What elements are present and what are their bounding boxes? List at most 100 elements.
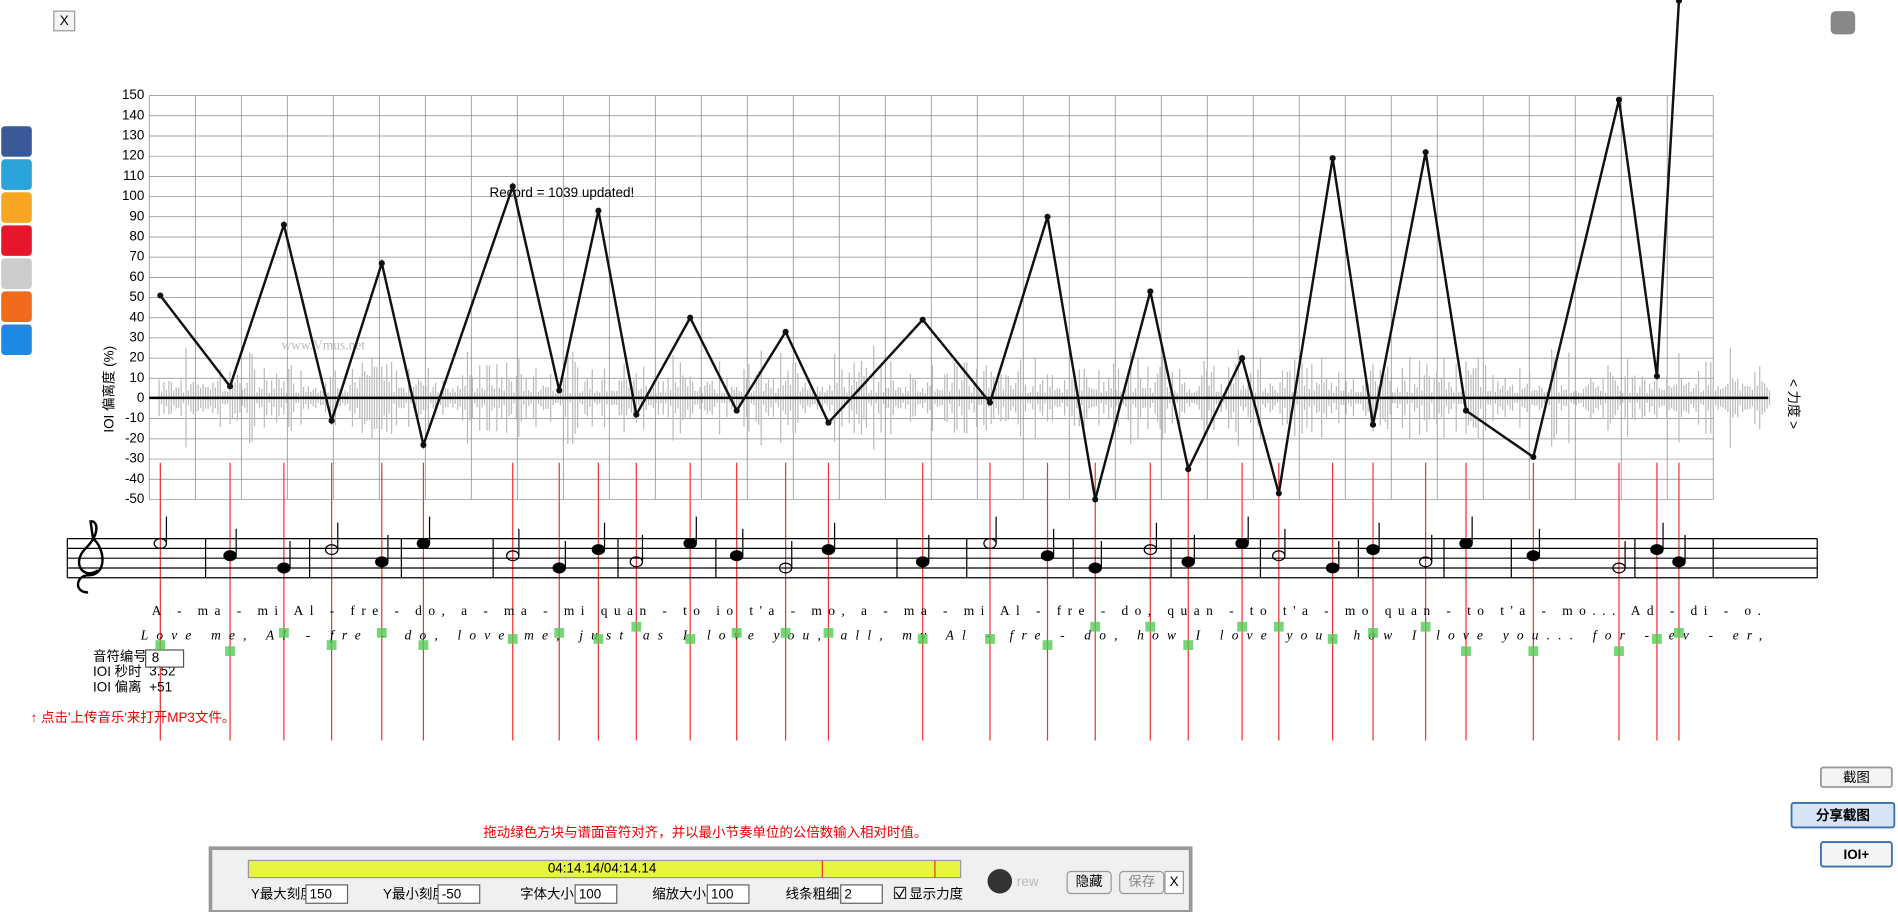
field-input[interactable] [840,884,883,904]
share-icon[interactable] [1,126,32,157]
timeline[interactable] [247,859,962,879]
note-head [1650,544,1664,556]
align-handle[interactable] [279,627,289,638]
note-head [1040,550,1055,562]
record-note: Record = 1039 updated! [489,185,634,200]
ioi-point [1275,490,1282,497]
y-tick-label: 10 [129,370,144,385]
field-label: 缩放大小 [652,886,706,901]
align-handle[interactable] [780,627,791,638]
close-button[interactable] [53,10,76,32]
align-handle[interactable] [507,634,518,644]
align-handle[interactable] [1183,640,1194,650]
share-icon[interactable] [1,192,32,223]
note-head [915,556,930,568]
align-handle[interactable] [1090,621,1101,632]
ioi-point [1185,466,1192,473]
align-handle[interactable] [823,627,834,638]
side-button[interactable] [1819,841,1893,868]
field-value: 100 [711,886,733,901]
field-label: 字体大小 [520,886,574,901]
align-handle[interactable] [155,640,166,650]
y-tick-label: 150 [122,87,144,102]
y-tick-label: 20 [129,350,144,365]
align-handle[interactable] [554,627,565,638]
note-head [277,562,291,574]
align-handle[interactable] [1042,640,1053,650]
side-button[interactable] [1819,766,1893,788]
align-handle[interactable] [1614,646,1624,657]
ioi-point [595,207,602,214]
share-icon[interactable] [1,225,32,256]
field-input[interactable] [305,884,349,904]
align-handle[interactable] [1273,621,1284,632]
share-icon[interactable] [1,258,32,289]
side-button[interactable] [1790,802,1896,829]
field-value: 150 [310,886,332,901]
align-handle[interactable] [631,621,642,632]
side-button-label: 截图 [1843,770,1870,785]
note-head [1235,537,1249,550]
y-tick-label: 30 [129,329,144,344]
panel-close[interactable] [1164,870,1184,895]
ioi-point [280,221,287,228]
panel-button[interactable] [1066,870,1112,895]
align-handle[interactable] [1461,646,1471,657]
checkbox[interactable] [893,886,907,899]
y-axis-label: IOI 偏离度 (%) [101,346,117,433]
align-handle[interactable] [731,627,742,638]
y-tick-label: 50 [129,289,144,304]
ioi-point [782,328,789,335]
y-tick-label: -40 [125,471,144,486]
align-handle[interactable] [985,634,995,644]
align-handle[interactable] [1420,621,1431,632]
note-head [1526,550,1541,562]
share-icon[interactable] [1,291,32,323]
field-value: 2 [844,886,851,901]
share-icon[interactable] [1,324,32,356]
align-handle[interactable] [1652,634,1662,644]
field-input[interactable] [706,884,750,904]
align-handle[interactable] [1368,627,1378,638]
align-handle[interactable] [225,646,235,657]
y-tick-label: -30 [125,451,144,466]
note-head [683,537,697,550]
y-tick-label: 70 [129,249,144,264]
close-label: X [60,13,69,28]
align-handle[interactable] [418,640,429,650]
ioi-point [1422,149,1429,156]
align-handle[interactable] [593,634,604,644]
align-handle[interactable] [1327,634,1338,644]
share-icon[interactable] [1,159,32,190]
panel-button-label: 保存 [1128,874,1155,889]
rew-label: rew [1017,874,1039,889]
panel-button[interactable] [1119,870,1165,895]
ioi-point [509,183,516,190]
align-handle[interactable] [917,634,928,644]
note-head [729,550,744,562]
y-tick-label: 140 [122,107,144,122]
align-handle[interactable] [685,634,696,644]
y-tick-label: 0 [137,390,144,405]
side-button-label: 分享截图 [1816,807,1870,823]
field-input[interactable] [437,884,481,904]
rew-icon[interactable] [987,869,1013,894]
row-label: IOI 秒时 [93,664,142,679]
y-tick-label: 40 [129,309,144,324]
field-input[interactable] [574,884,618,904]
align-handle[interactable] [1237,621,1247,632]
align-handle[interactable] [1145,621,1156,632]
check [895,888,905,899]
ioi-dev: +51 [149,679,172,694]
ioi-point [733,407,740,414]
align-handle[interactable] [376,627,387,638]
ioi-line [159,0,1681,500]
note-head [1181,556,1195,568]
ioi-point [1675,0,1683,4]
control-panel [208,846,1193,912]
align-handle[interactable] [326,640,337,650]
align-handle[interactable] [1674,627,1684,638]
home-icon[interactable] [1830,11,1856,35]
upload-hint: ↑ 点击'上传音乐'来打开MP3文件。 [31,709,236,725]
align-handle[interactable] [1528,646,1539,657]
